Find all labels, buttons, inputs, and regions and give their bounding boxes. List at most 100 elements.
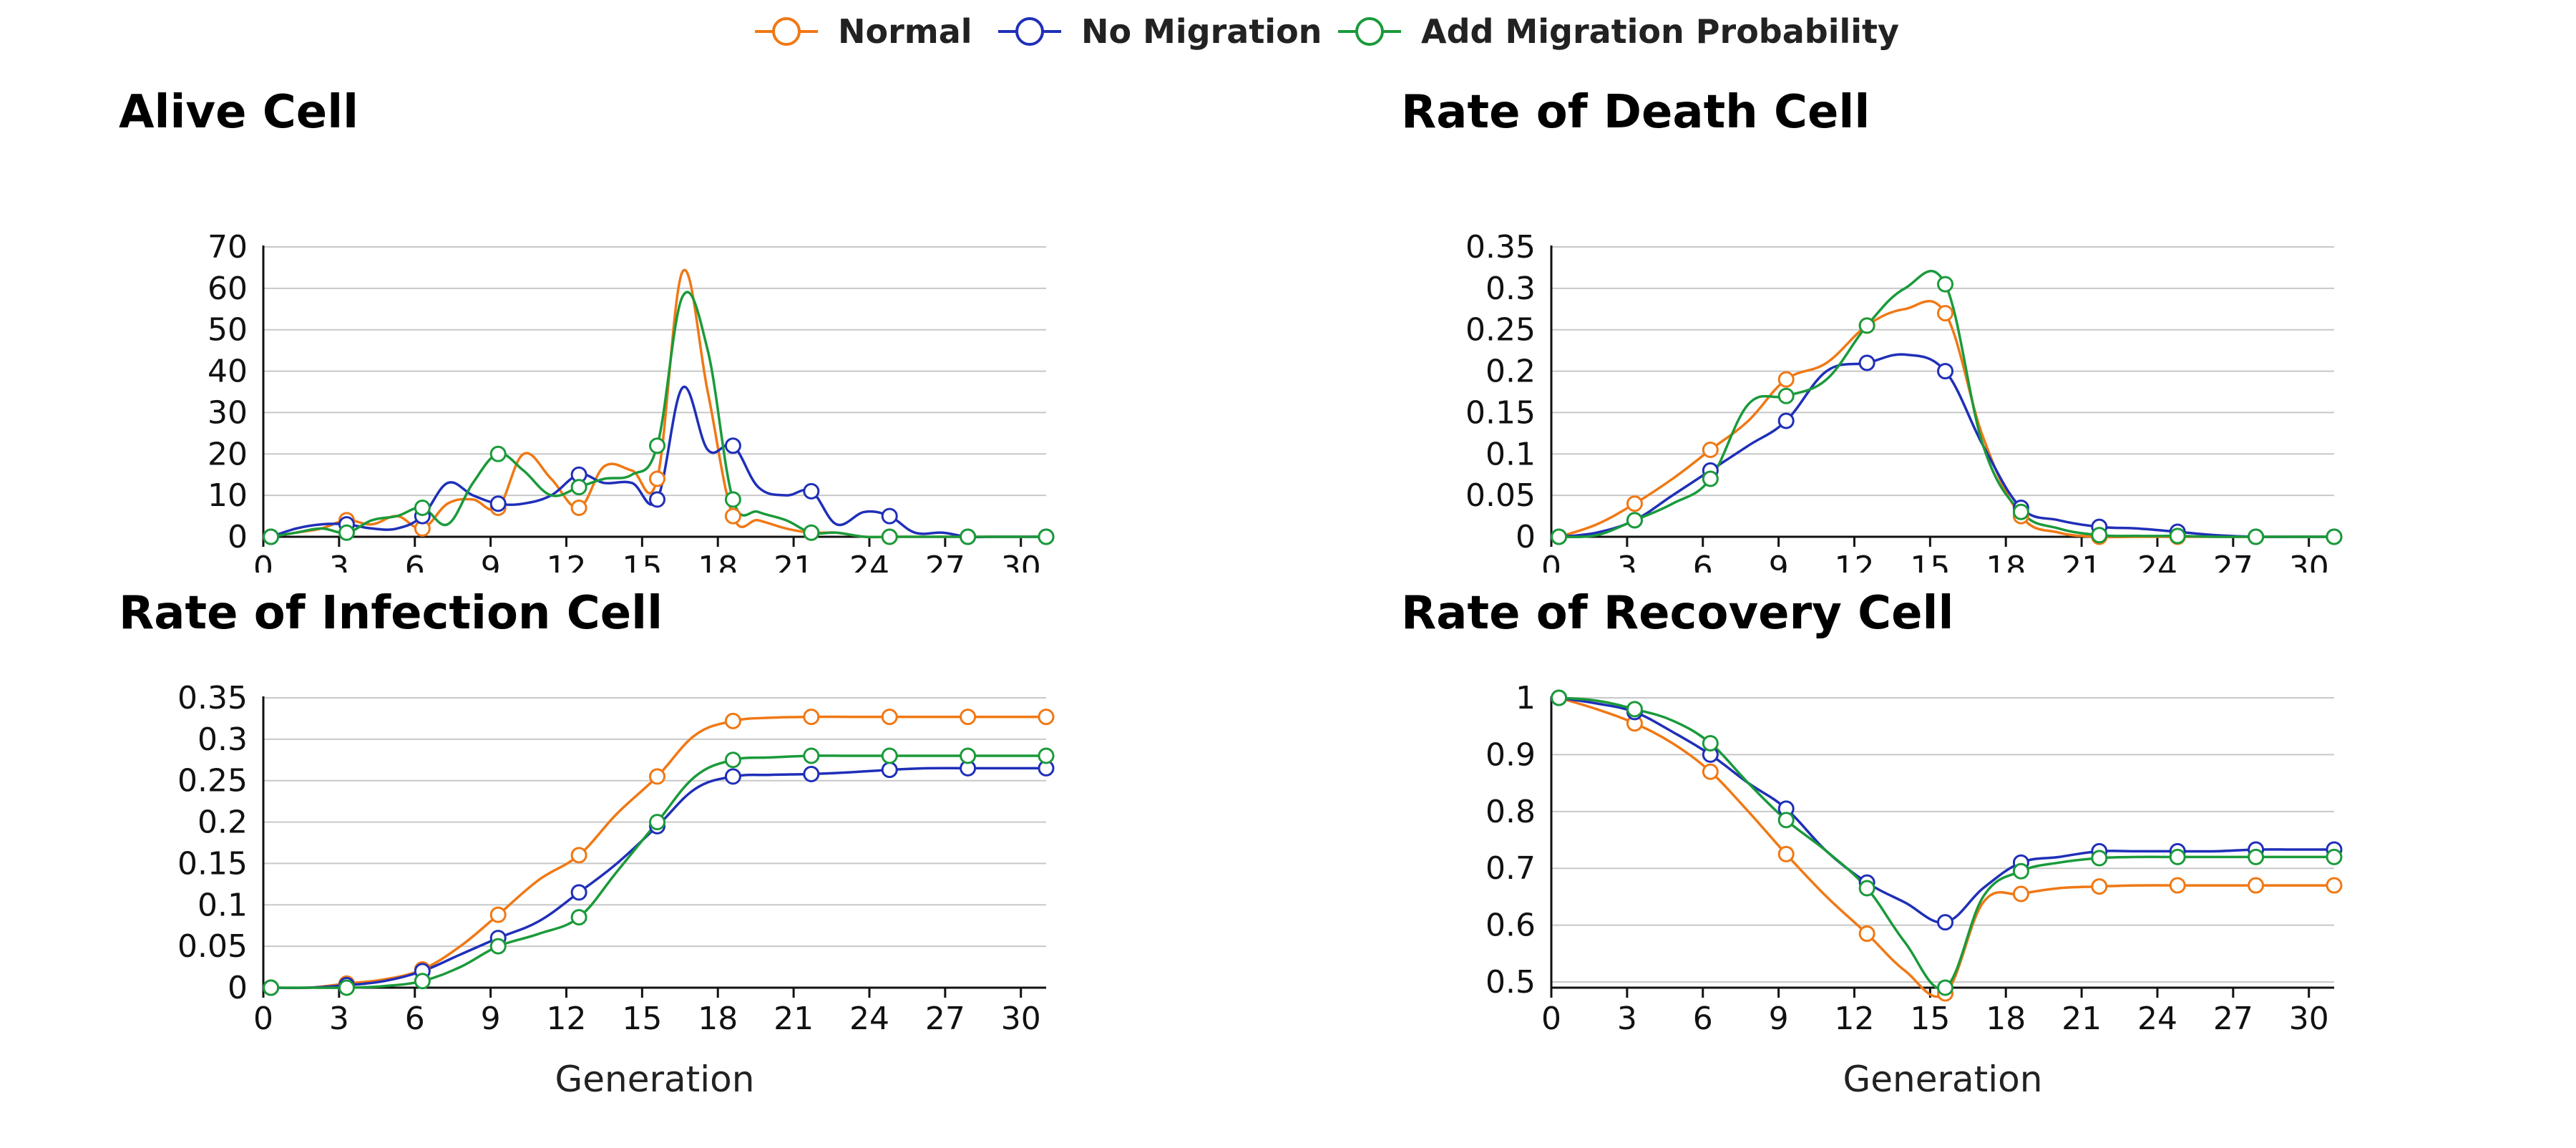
data-point bbox=[570, 884, 587, 901]
series-line bbox=[270, 291, 1046, 539]
data-point bbox=[1038, 747, 1055, 764]
data-point bbox=[570, 500, 587, 516]
x-tick-label: 24 bbox=[849, 550, 889, 573]
legend-item: Normal bbox=[755, 12, 972, 51]
data-point bbox=[2326, 877, 2343, 894]
x-tick-label: 27 bbox=[925, 550, 965, 573]
y-tick-label: 0.3 bbox=[197, 721, 248, 758]
y-tick-label: 0 bbox=[228, 970, 248, 1006]
legend: Normal No Migration Add Migration Probabil… bbox=[755, 12, 1899, 51]
data-point bbox=[1038, 709, 1055, 726]
data-point bbox=[1038, 528, 1055, 545]
data-point bbox=[1551, 689, 1568, 706]
data-point bbox=[1858, 354, 1875, 371]
data-point bbox=[2248, 877, 2265, 894]
data-point bbox=[1858, 925, 1875, 943]
series-line bbox=[270, 385, 1046, 539]
legend-item: No Migration bbox=[998, 12, 1322, 51]
series-line bbox=[270, 767, 1046, 990]
data-point bbox=[881, 709, 898, 726]
legend-label: Normal bbox=[838, 12, 972, 51]
plot-area: 0.5 0.6 0.7 0.8 0.9 1 0 3 6 9 12 15 18 21 24 27 30 Genera… bbox=[1485, 680, 2343, 1100]
data-point bbox=[1702, 763, 1719, 780]
data-point bbox=[1551, 528, 1568, 545]
data-point bbox=[1626, 512, 1643, 529]
x-tick-label: 0 bbox=[253, 550, 273, 573]
data-point bbox=[1937, 276, 1954, 293]
data-point bbox=[649, 768, 666, 785]
data-point bbox=[2012, 862, 2029, 880]
data-point bbox=[2169, 848, 2186, 865]
legend-marker bbox=[1355, 17, 1384, 46]
y-tick-label: 1 bbox=[1516, 680, 1536, 716]
x-axis-label: Generation bbox=[555, 1059, 755, 1100]
x-tick-label: 3 bbox=[329, 1001, 349, 1037]
chart-title: Rate of Infection Cell bbox=[119, 587, 663, 640]
x-tick-label: 9 bbox=[481, 1001, 501, 1037]
data-point bbox=[881, 528, 898, 545]
y-tick-label: 0.5 bbox=[1485, 964, 1536, 1001]
series-line bbox=[270, 754, 1046, 989]
legend-item: Add Migration Probability bbox=[1338, 12, 1899, 51]
data-point bbox=[803, 747, 820, 764]
data-point bbox=[2169, 527, 2186, 545]
legend-marker bbox=[1015, 17, 1044, 46]
y-tick-label: 60 bbox=[208, 271, 248, 307]
data-point bbox=[2326, 528, 2343, 545]
series-line bbox=[1558, 696, 2334, 998]
x-tick-label: 21 bbox=[2062, 1001, 2102, 1037]
chart-alive-cell: Alive Cell 0 10 20 30 40 50 60 70 0 3 6 9 12 15 18 21 24… bbox=[0, 72, 1288, 649]
y-tick-label: 0.6 bbox=[1485, 908, 1536, 944]
y-tick-label: 50 bbox=[208, 312, 248, 349]
x-tick-label: 30 bbox=[2289, 1001, 2329, 1037]
data-point bbox=[1858, 880, 1875, 897]
data-point bbox=[1777, 371, 1795, 388]
y-tick-label: 0.1 bbox=[197, 887, 248, 923]
x-tick-label: 24 bbox=[849, 1001, 889, 1037]
data-point bbox=[414, 500, 431, 516]
data-point bbox=[1937, 363, 1954, 380]
y-tick-label: 0.2 bbox=[1485, 354, 1536, 390]
series-line bbox=[1558, 696, 2334, 924]
data-point bbox=[960, 528, 977, 545]
y-tick-label: 40 bbox=[208, 354, 248, 390]
x-tick-label: 18 bbox=[1986, 550, 2026, 573]
data-point bbox=[803, 482, 820, 500]
data-point bbox=[1702, 442, 1719, 458]
data-point bbox=[960, 747, 977, 764]
y-tick-label: 0.15 bbox=[1465, 394, 1536, 431]
data-point bbox=[724, 507, 741, 525]
x-tick-label: 0 bbox=[1541, 550, 1561, 573]
y-tick-label: 0.35 bbox=[177, 680, 248, 716]
x-tick-label: 12 bbox=[1834, 1001, 1874, 1037]
legend-marker bbox=[772, 17, 801, 46]
data-point bbox=[724, 751, 741, 769]
x-tick-label: 18 bbox=[1986, 1001, 2026, 1037]
data-point bbox=[2091, 878, 2108, 895]
data-point bbox=[1626, 495, 1643, 512]
y-tick-label: 0.7 bbox=[1485, 850, 1536, 887]
x-tick-label: 27 bbox=[925, 1001, 965, 1037]
x-tick-label: 24 bbox=[2137, 1001, 2177, 1037]
x-tick-label: 6 bbox=[1693, 550, 1713, 573]
y-tick-label: 0 bbox=[1516, 519, 1536, 555]
x-tick-label: 21 bbox=[774, 1001, 814, 1037]
data-point bbox=[649, 491, 666, 508]
data-point bbox=[803, 524, 820, 541]
data-point bbox=[1937, 305, 1954, 322]
data-point bbox=[1702, 470, 1719, 487]
chart-recovery-rate: Rate of Recovery Cell 0.5 0.6 0.7 0.8 0.9 1 0 3… bbox=[1288, 573, 2576, 1145]
series-line bbox=[1558, 353, 2334, 538]
data-point bbox=[1777, 845, 1795, 862]
data-point bbox=[338, 524, 355, 541]
data-point bbox=[724, 437, 741, 454]
y-tick-label: 0.1 bbox=[1485, 436, 1536, 472]
data-point bbox=[649, 470, 666, 487]
data-point bbox=[881, 507, 898, 525]
chart-death-rate: Rate of Death Cell 0 0.05 0.1 0.15 0.2 0.25 0.… bbox=[1288, 72, 2576, 649]
data-point bbox=[489, 906, 507, 923]
x-tick-label: 15 bbox=[622, 550, 662, 573]
y-tick-label: 10 bbox=[208, 477, 248, 514]
data-point bbox=[1777, 387, 1795, 404]
x-tick-label: 30 bbox=[1001, 1001, 1041, 1037]
